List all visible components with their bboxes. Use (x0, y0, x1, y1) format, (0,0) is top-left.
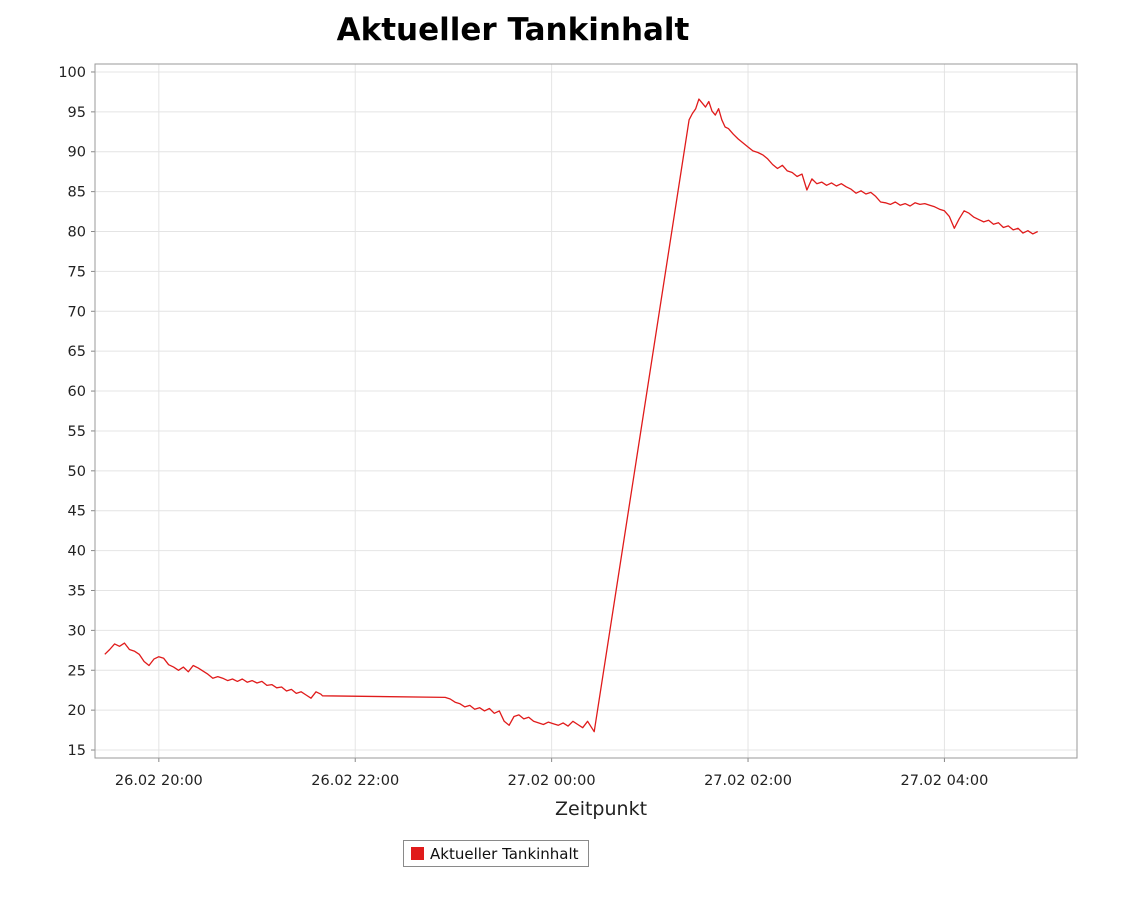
y-tick-label: 35 (68, 583, 86, 599)
y-tick-label: 75 (68, 264, 86, 280)
y-tick-label: 80 (68, 225, 86, 241)
y-tick-label: 100 (58, 65, 86, 81)
y-tick-label: 70 (68, 304, 86, 320)
y-tick-label: 60 (68, 384, 86, 400)
y-tick-label: 95 (68, 105, 86, 121)
y-tick-label: 45 (68, 504, 86, 520)
x-tick-label: 27.02 00:00 (508, 773, 596, 789)
y-tick-label: 65 (68, 344, 86, 360)
y-tick-label: 40 (68, 544, 86, 560)
x-tick-label: 26.02 20:00 (115, 773, 203, 789)
x-tick-label: 26.02 22:00 (311, 773, 399, 789)
y-tick-label: 20 (68, 703, 86, 719)
plot-border (94, 63, 1078, 759)
y-tick-label: 55 (68, 424, 86, 440)
y-tick-label: 30 (68, 623, 86, 639)
y-tick-label: 85 (68, 185, 86, 201)
plot-area: 15 20 25 30 35 40 45 50 55 60 65 70 75 80 85 90 95 100 26.… (58, 63, 1078, 820)
legend: Aktueller Tankinhalt (403, 840, 589, 867)
series-line (104, 98, 1038, 733)
legend-swatch (411, 847, 424, 860)
chart-title: Aktueller Tankinhalt (336, 12, 690, 48)
x-tick-label: 27.02 02:00 (704, 773, 792, 789)
y-tick-label: 90 (68, 145, 86, 161)
legend-label: Aktueller Tankinhalt (430, 844, 579, 863)
y-tick-label: 15 (68, 743, 86, 759)
y-tick-label: 25 (68, 663, 86, 679)
y-tick-label: 50 (68, 464, 86, 480)
x-tick-label: 27.02 04:00 (900, 773, 988, 789)
plot-background (95, 64, 1077, 758)
x-axis-title: Zeitpunkt (555, 798, 647, 820)
